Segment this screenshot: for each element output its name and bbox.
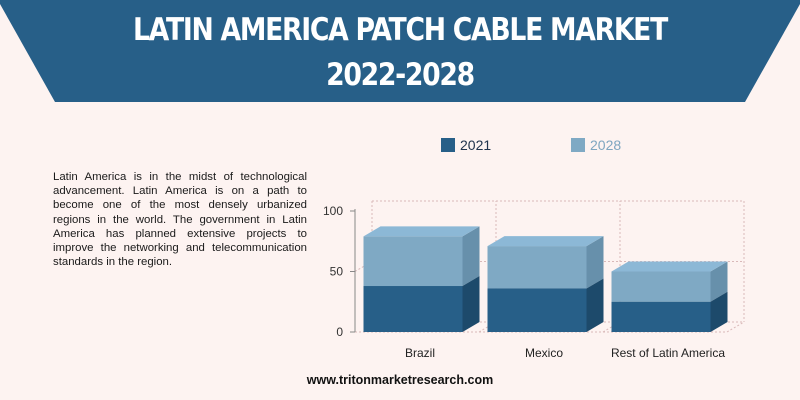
bar-2028 <box>611 271 711 302</box>
bar-2028-top <box>611 261 728 272</box>
bar-2021-side <box>710 291 728 332</box>
x-tick-label: Mexico <box>525 346 563 360</box>
legend-label-2021: 2021 <box>460 137 492 153</box>
bar-2028-side <box>710 261 728 302</box>
legend-label-2028: 2028 <box>590 137 622 153</box>
legend-item-2028: 2028 <box>571 137 621 153</box>
footer-url: www.tritonmarketresearch.com <box>306 373 494 387</box>
legend-swatch-2028 <box>571 138 585 152</box>
bar-2021 <box>611 301 711 332</box>
bar-2028-top <box>363 226 480 237</box>
page-title: LATIN AMERICA PATCH CABLE MARKET <box>132 12 668 48</box>
legend-item-2021: 2021 <box>441 137 491 153</box>
bar-2021-side <box>586 278 604 332</box>
floor-right-line <box>726 321 745 333</box>
description-text: Latin America is in the midst of technol… <box>53 171 307 269</box>
y-tick-label: 100 <box>323 204 343 218</box>
y-tick-label: 50 <box>330 265 344 279</box>
x-tick-label: Rest of Latin America <box>611 346 725 360</box>
bar-2021 <box>487 288 587 332</box>
bar-2028 <box>363 236 463 287</box>
bar-2021-side <box>462 276 480 332</box>
bar-2028-top <box>487 236 604 247</box>
legend-swatch-2021 <box>441 138 455 152</box>
y-tick-label: 0 <box>336 325 343 339</box>
bar-2028-side <box>462 226 480 287</box>
x-tick-label: Brazil <box>405 346 435 360</box>
bar-2028-side <box>586 236 604 289</box>
bar-2028 <box>487 246 587 289</box>
bar-2021 <box>363 286 463 332</box>
page-subtitle: 2022-2028 <box>326 57 475 93</box>
title-banner <box>0 0 800 102</box>
